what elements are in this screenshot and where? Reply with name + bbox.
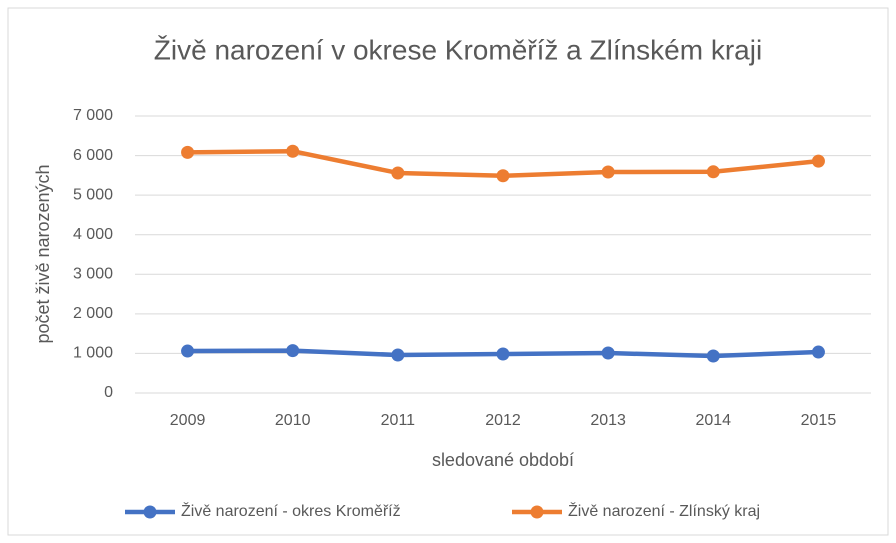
x-tick-label: 2010 — [275, 412, 311, 429]
series-marker — [496, 169, 510, 183]
x-axis-label: sledované období — [432, 450, 574, 470]
x-tick-label: 2014 — [695, 412, 731, 429]
y-tick-label: 7 000 — [73, 107, 113, 124]
series-marker — [811, 154, 825, 168]
series-marker — [601, 346, 615, 360]
series-marker — [391, 166, 405, 180]
series-marker — [181, 145, 195, 159]
legend-marker — [143, 505, 157, 519]
series-marker — [286, 144, 300, 158]
series-marker — [601, 165, 615, 179]
series-marker — [811, 345, 825, 359]
series-marker — [391, 348, 405, 362]
series-marker — [496, 347, 510, 361]
legend-marker — [530, 505, 544, 519]
series-marker — [706, 165, 720, 179]
y-tick-label: 2 000 — [73, 305, 113, 322]
legend-label: Živě narození - okres Kroměříž — [181, 501, 401, 520]
x-tick-label: 2009 — [170, 412, 206, 429]
series-marker — [181, 344, 195, 358]
y-tick-label: 0 — [104, 384, 113, 401]
x-tick-label: 2012 — [485, 412, 521, 429]
chart-border — [7, 7, 889, 536]
chart-title: Živě narození v okrese Kroměříž a Zlínsk… — [154, 34, 762, 65]
y-axis-label: počet živě narozených — [33, 164, 53, 343]
y-tick-label: 6 000 — [73, 147, 113, 164]
y-tick-label: 4 000 — [73, 226, 113, 243]
y-tick-label: 3 000 — [73, 266, 113, 283]
x-tick-label: 2015 — [801, 412, 837, 429]
x-tick-label: 2011 — [381, 412, 416, 429]
x-tick-label: 2013 — [590, 412, 626, 429]
series-marker — [286, 344, 300, 358]
y-tick-label: 1 000 — [73, 345, 113, 362]
legend-label: Živě narození - Zlínský kraj — [568, 501, 760, 520]
y-tick-label: 5 000 — [73, 186, 113, 203]
series-marker — [706, 349, 720, 363]
